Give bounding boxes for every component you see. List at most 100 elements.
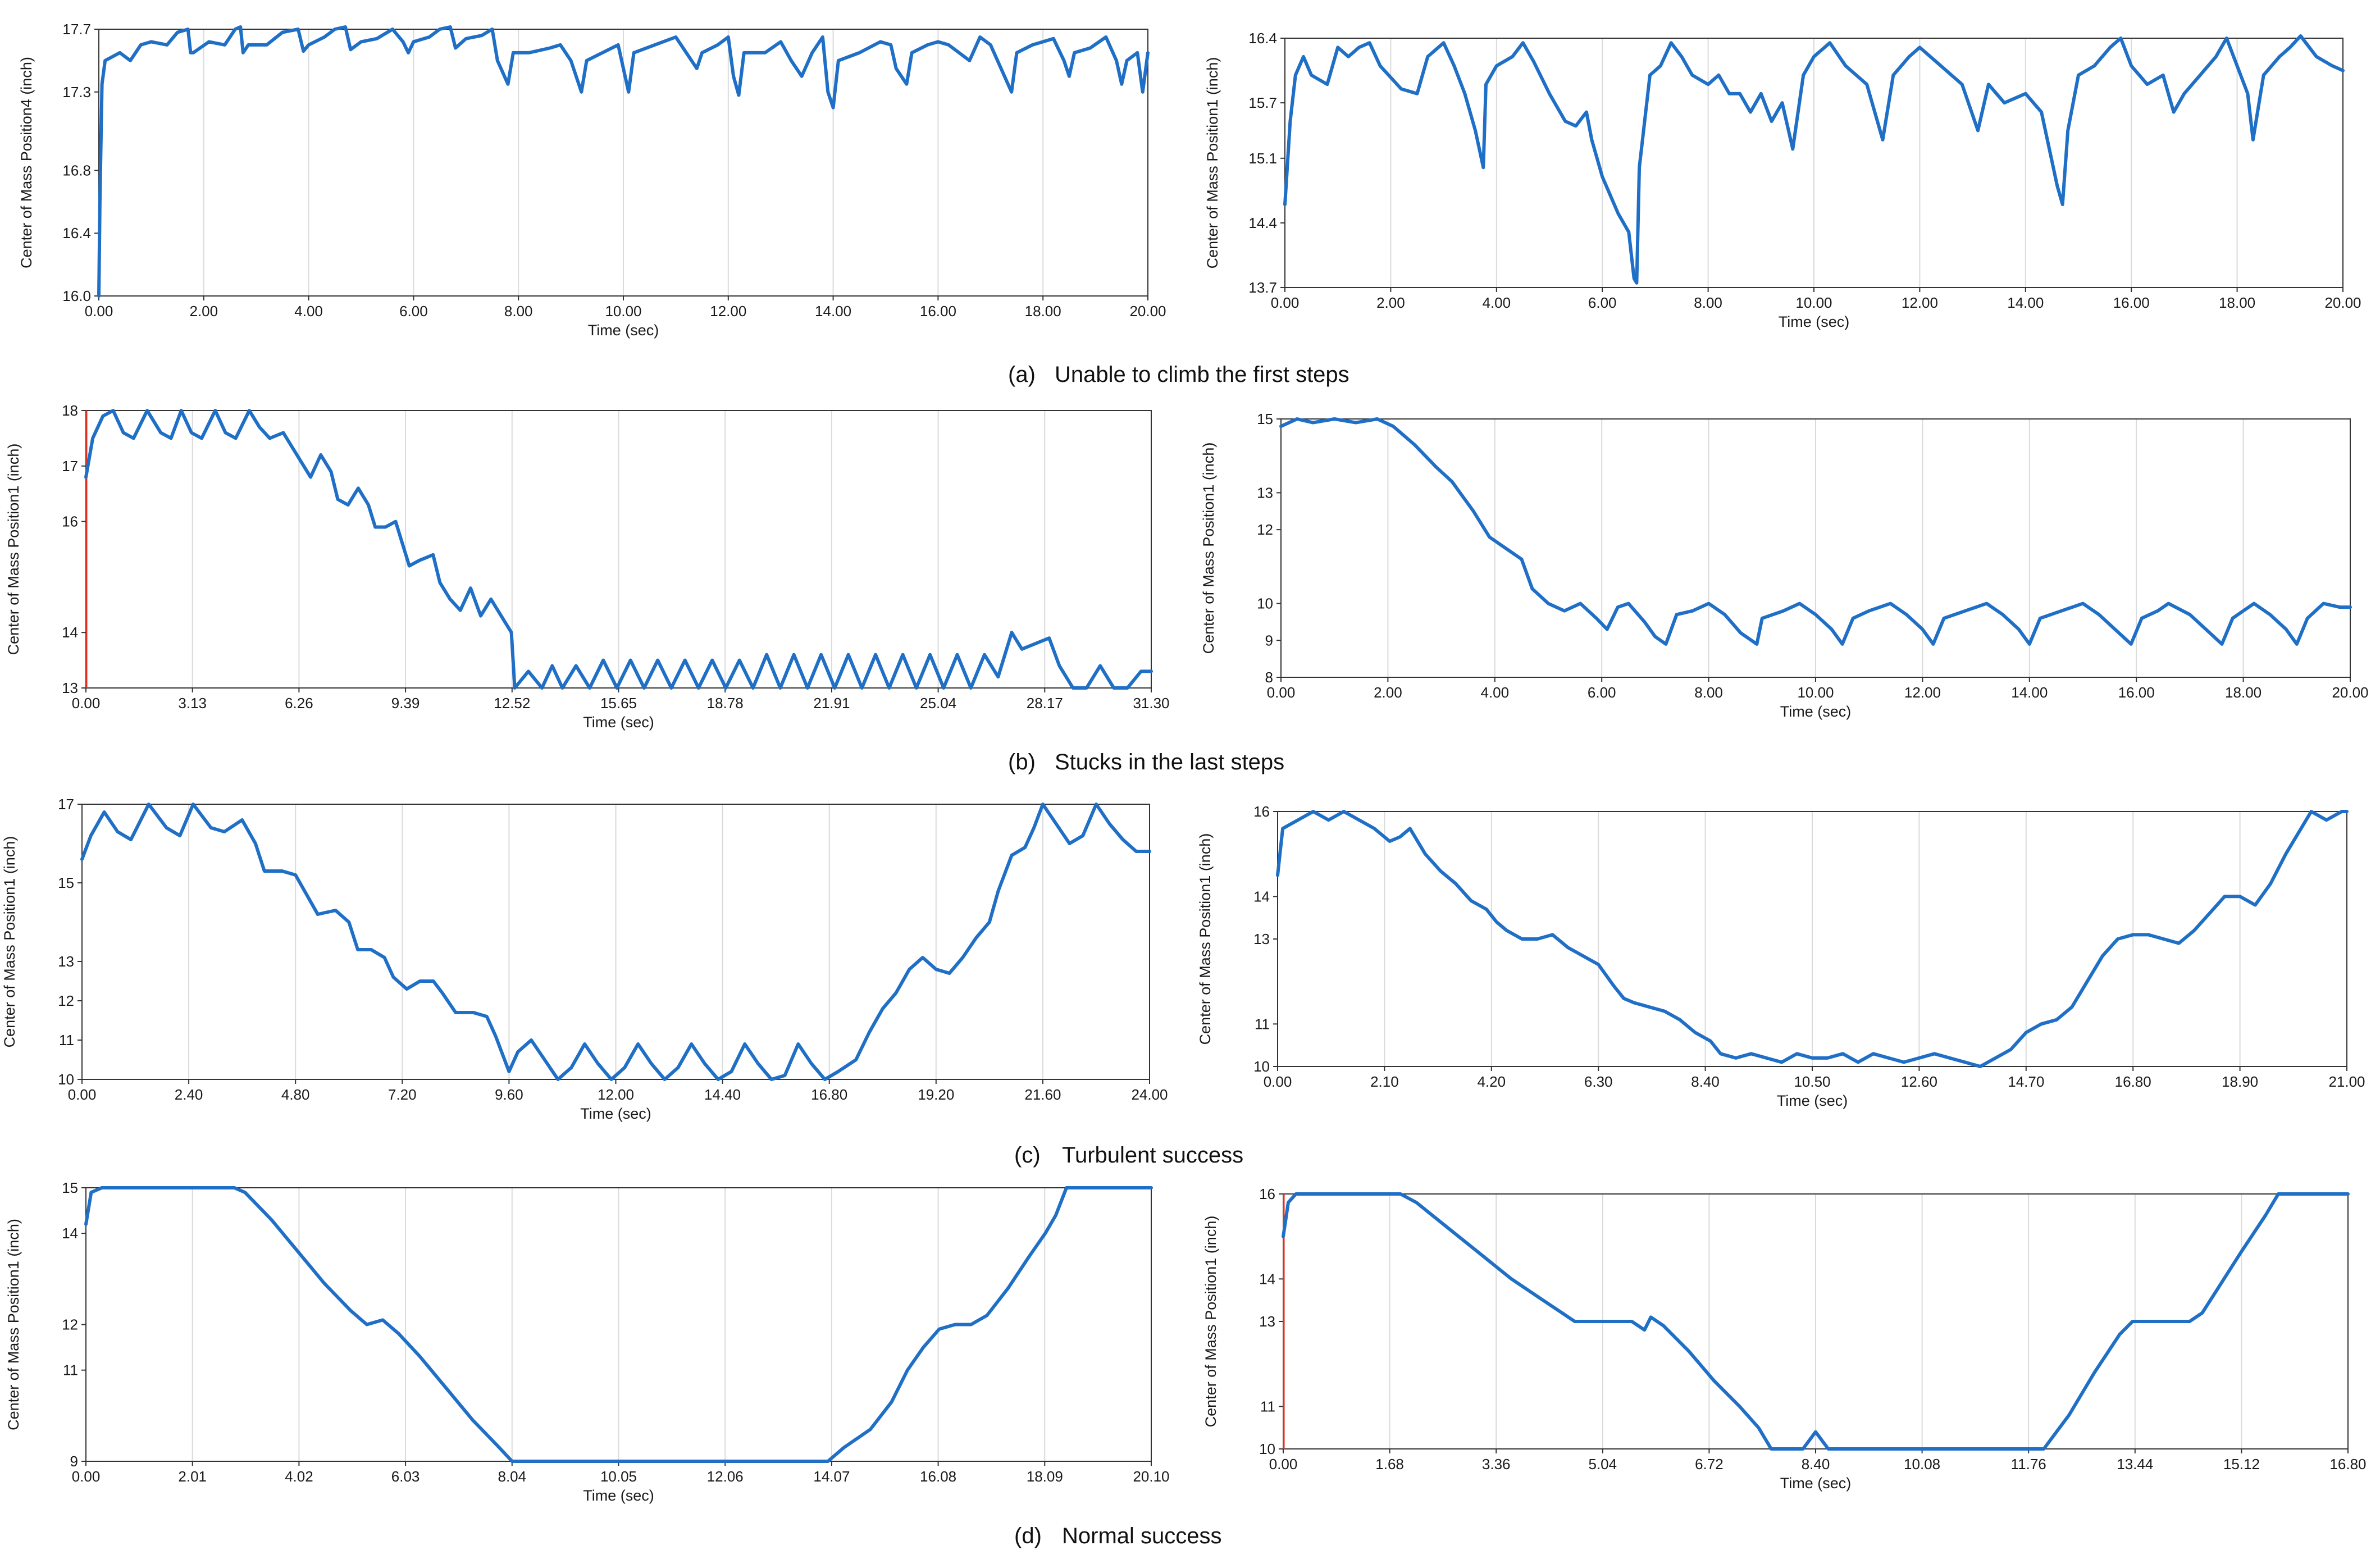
x-tick-label: 2.10 [1370,1073,1399,1090]
y-tick-label: 13.7 [1248,279,1277,296]
x-tick-label: 4.80 [281,1086,310,1103]
y-tick-label: 13 [1259,1313,1275,1330]
y-tick-label: 16.4 [62,225,91,241]
y-tick-label: 16.4 [1248,30,1277,47]
y-tick-label: 12 [62,1316,78,1333]
y-tick-label: 14 [62,624,78,641]
x-tick-label: 10.00 [605,303,641,320]
caption-letter: (c) [1014,1143,1041,1168]
x-tick-label: 20.00 [2324,294,2361,311]
y-tick-label: 16.8 [62,162,91,179]
x-tick-label: 6.00 [1588,684,1616,701]
y-tick-label: 12 [58,992,74,1009]
x-tick-label: 4.02 [285,1468,313,1485]
caption-text: Stucks in the last steps [1055,750,1284,774]
x-tick-label: 21.00 [2328,1073,2365,1090]
x-axis-label: Time (sec) [1777,1092,1848,1109]
y-axis-label: Center of Mass Position1 (inch) [5,444,22,655]
x-tick-label: 0.00 [72,1468,101,1485]
x-axis-label: Time (sec) [583,714,654,731]
x-tick-label: 6.00 [1588,294,1617,311]
chart-d-right: 0.00 1.68 3.36 5.04 6.72 8.40 10.08 11.76 13.44 1… [1202,1186,2367,1492]
x-tick-label: 28.17 [1027,695,1063,712]
x-tick-label: 24.00 [1131,1086,1168,1103]
y-tick-label: 16 [1259,1186,1275,1202]
x-tick-label: 16.00 [920,303,956,320]
x-tick-label: 16.00 [2113,294,2150,311]
series-line [1279,417,2352,646]
x-tick-label: 20.00 [1129,303,1166,320]
series-line [1283,34,2345,285]
x-tick-label: 14.07 [813,1468,850,1485]
x-tick-label: 10.08 [1904,1456,1940,1473]
x-axis-label: Time (sec) [1780,1475,1852,1492]
y-tick-label: 15 [1257,411,1273,427]
y-tick-label: 15 [62,1179,78,1196]
x-tick-label: 6.00 [399,303,428,320]
chart-b-right: 0.00 2.00 4.00 6.00 8.00 10.00 12.00 14.00 16.00… [1200,411,2369,720]
series-line [80,803,1151,1081]
x-tick-label: 18.90 [2222,1073,2258,1090]
y-tick-label: 11 [1255,1015,1270,1032]
x-tick-label: 6.72 [1695,1456,1724,1473]
y-axis-label: Center of Mass Position4 (inch) [18,57,35,268]
y-tick-label: 13 [1253,931,1270,947]
x-tick-label: 18.78 [707,695,744,712]
x-axis-label: Time (sec) [588,322,659,339]
y-tick-label: 9 [1265,632,1273,649]
y-tick-label: 16.0 [62,288,91,304]
x-axis-label: Time (sec) [1780,703,1852,720]
y-tick-label: 14 [1253,888,1270,905]
y-tick-label: 11 [59,1032,74,1049]
x-tick-label: 1.68 [1375,1456,1404,1473]
x-tick-label: 18.00 [2219,294,2255,311]
x-tick-label: 4.00 [1482,294,1511,311]
series-line [84,1186,1153,1463]
x-axis-label: Time (sec) [583,1487,654,1504]
x-tick-label: 12.06 [707,1468,744,1485]
y-tick-label: 8 [1265,669,1273,686]
y-tick-label: 16 [62,513,78,530]
x-tick-label: 31.30 [1133,695,1169,712]
caption-letter: (b) [1008,750,1036,774]
x-tick-label: 8.04 [498,1468,526,1485]
x-tick-label: 2.00 [1374,684,1402,701]
x-tick-label: 12.00 [598,1086,634,1103]
x-tick-label: 2.00 [189,303,218,320]
x-tick-label: 8.40 [1691,1073,1720,1090]
caption-text: Turbulent success [1062,1143,1243,1168]
x-tick-label: 6.30 [1584,1073,1613,1090]
y-tick-label: 15 [58,874,74,891]
series-line [97,25,1150,298]
caption-text: Unable to climb the first steps [1055,362,1349,387]
x-tick-label: 16.00 [2118,684,2155,701]
x-tick-label: 8.00 [1694,684,1723,701]
y-tick-label: 11 [1260,1398,1275,1415]
x-tick-label: 0.00 [85,303,113,320]
chart-a-right: 0.00 2.00 4.00 6.00 8.00 10.00 12.00 14.00 16.00… [1204,30,2361,330]
chart-b-left: 0.00 3.13 6.26 9.39 12.52 15.65 18.78 21.91 25.0… [5,402,1170,731]
x-tick-label: 16.80 [811,1086,847,1103]
caption-b: (b) Stucks in the last steps [1008,750,1284,774]
x-tick-label: 6.03 [391,1468,420,1485]
x-tick-label: 18.00 [2225,684,2262,701]
y-tick-label: 10 [1253,1058,1270,1075]
x-tick-label: 9.39 [391,695,420,712]
x-tick-label: 12.52 [494,695,530,712]
x-tick-label: 13.44 [2117,1456,2153,1473]
x-tick-label: 3.13 [178,695,207,712]
series-line [84,409,1153,690]
series-line [1282,1192,2350,1451]
y-tick-label: 17.3 [62,84,91,101]
x-tick-label: 0.00 [1264,1073,1292,1090]
x-tick-label: 12.00 [1904,684,1941,701]
x-tick-label: 20.10 [1133,1468,1169,1485]
x-tick-label: 8.00 [504,303,533,320]
x-tick-label: 10.00 [1797,684,1834,701]
series-line [1276,810,2349,1068]
x-tick-label: 15.12 [2223,1456,2260,1473]
y-tick-label: 15.7 [1248,94,1277,111]
x-tick-label: 2.00 [1376,294,1405,311]
y-axis-label: Center of Mass Position1 (inch) [1204,57,1221,269]
